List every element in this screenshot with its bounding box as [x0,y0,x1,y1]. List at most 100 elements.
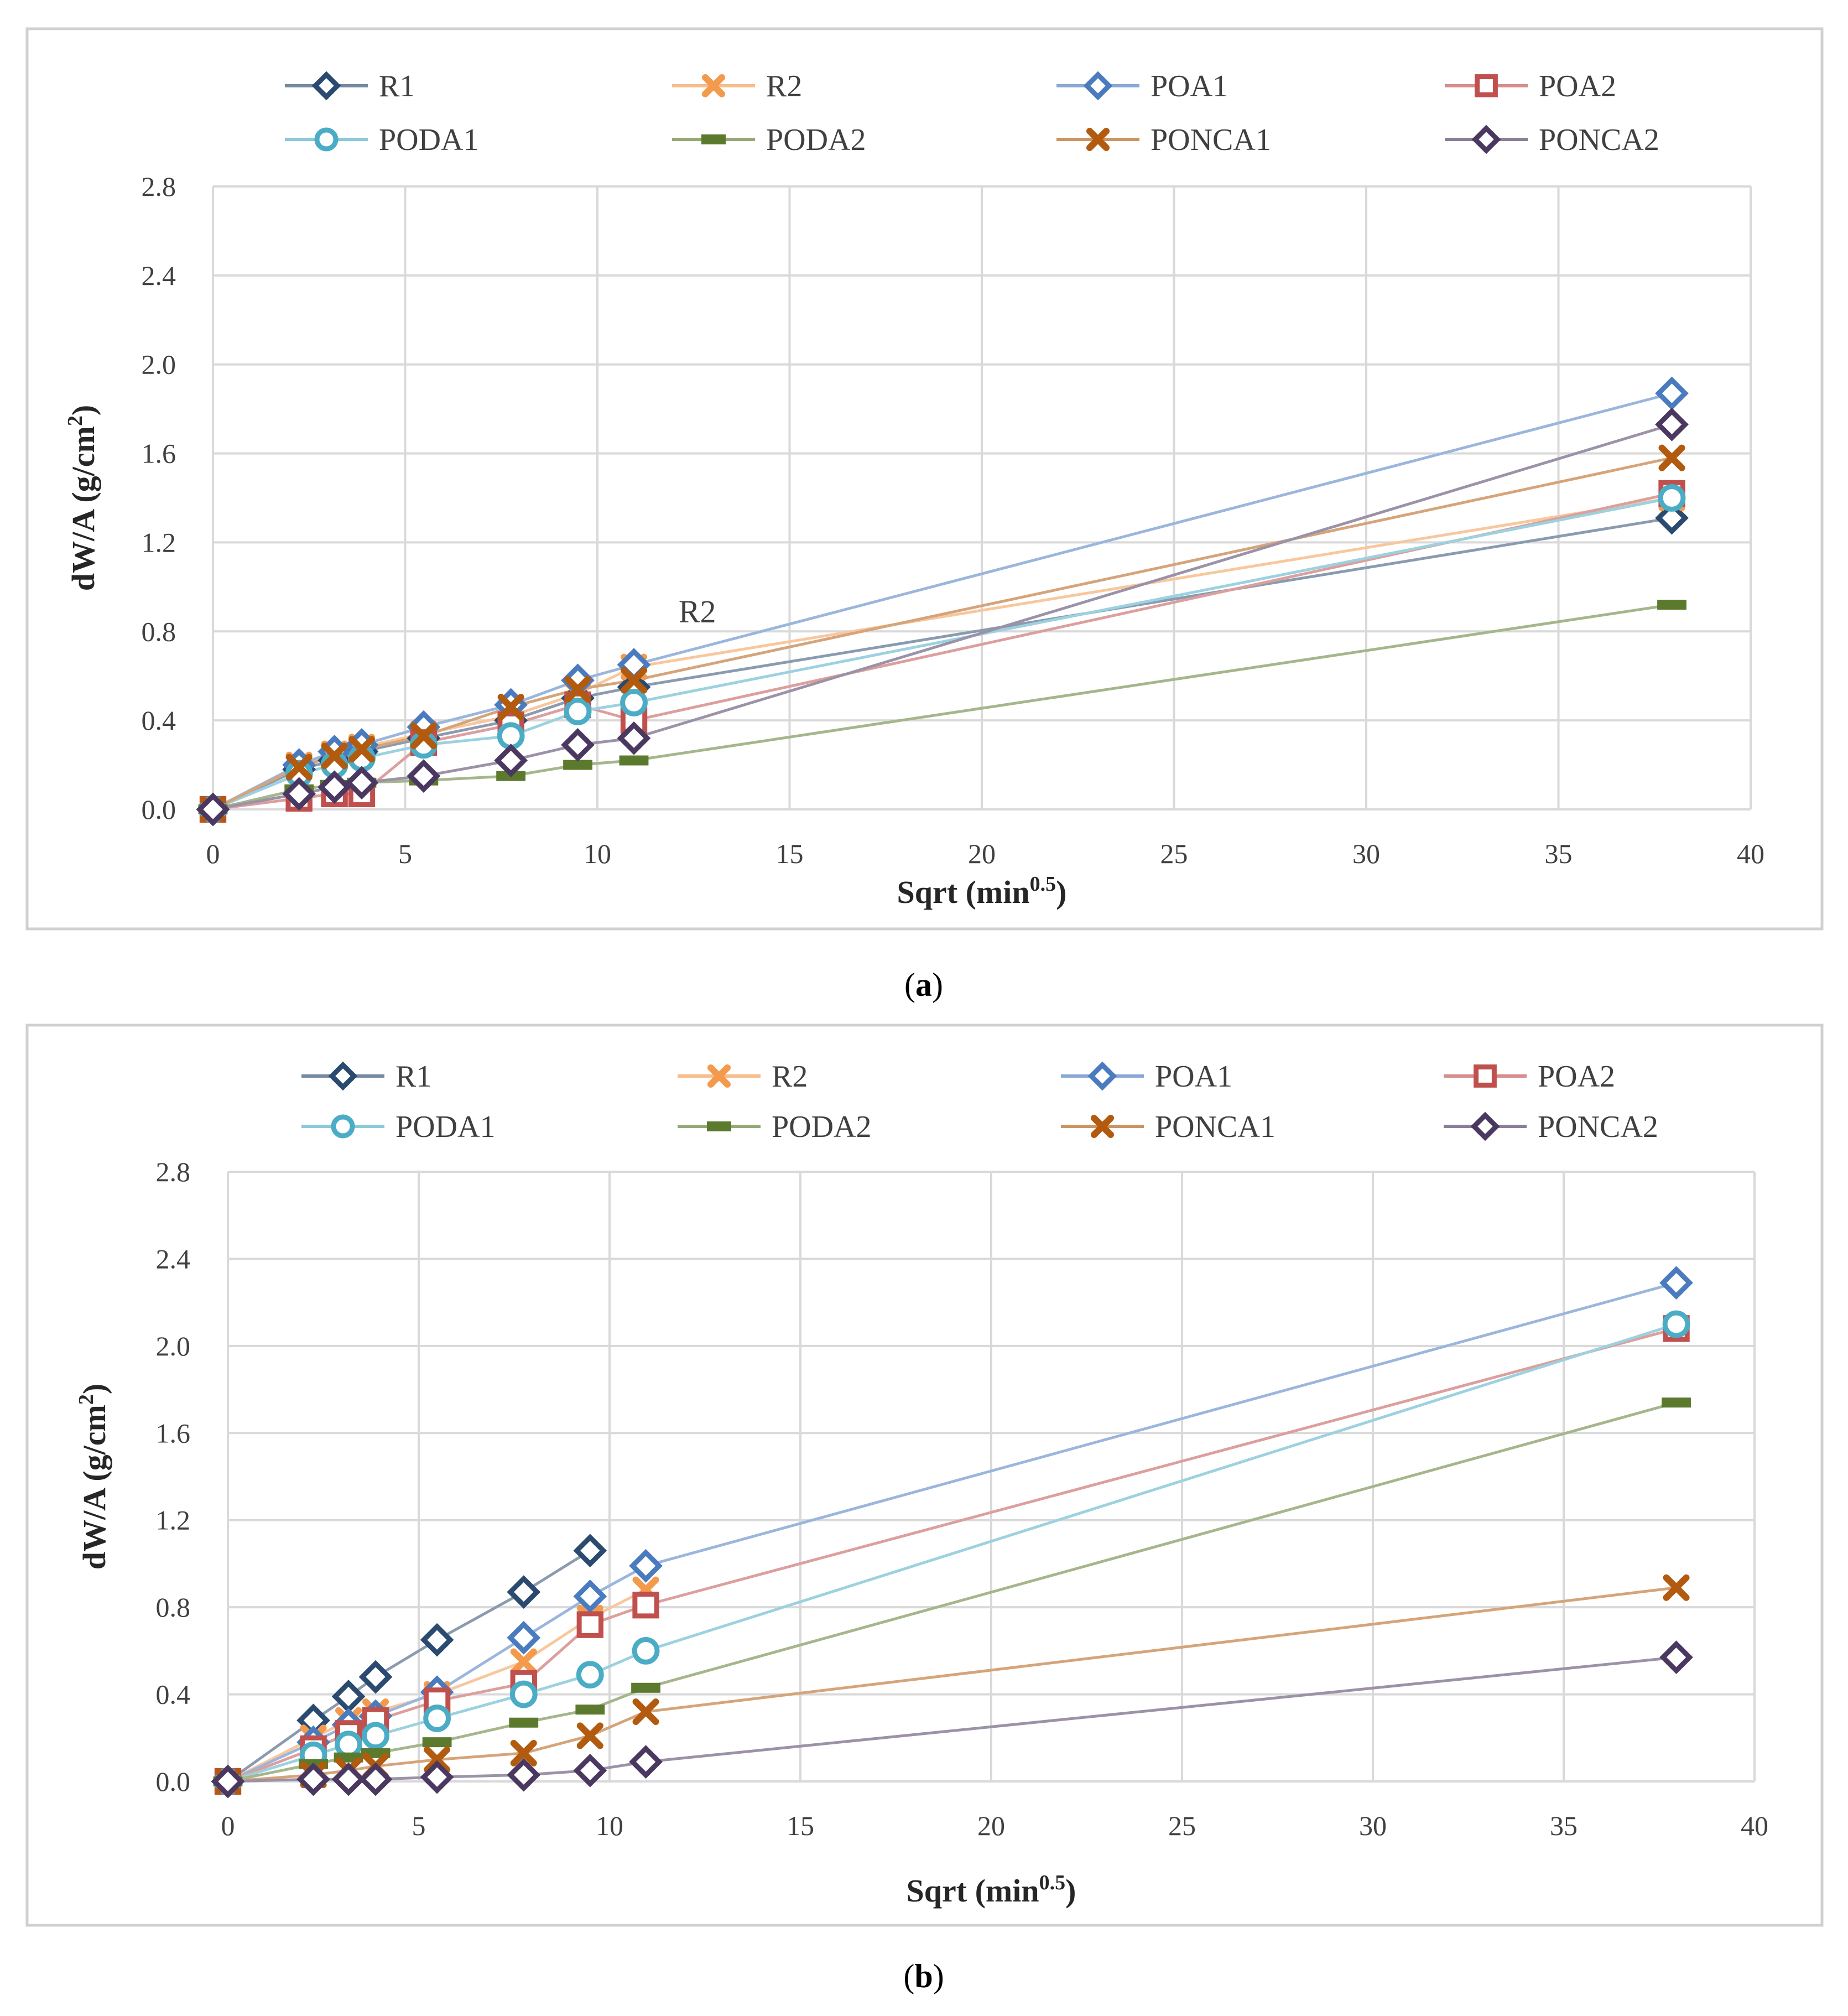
x-tick-label: 40 [1741,1810,1768,1841]
point-poda2 [563,760,592,770]
point-poa2 [632,1592,659,1619]
x-tick-label: 20 [977,1810,1005,1841]
point-poda1 [1662,1310,1690,1338]
data-annotation: R2 [679,594,716,630]
legend-item-r2: R2 [672,69,802,103]
panel-a-chart: 0.0 0.4 0.8 1.2 1.6 2.0 2.4 2.8 0 5 10 15 20 25 30 35 40… [64,69,1764,910]
x-tick-label: 35 [1545,838,1573,869]
y-tick-label: 0.4 [156,1679,191,1710]
point-ponca1 [510,1739,537,1766]
y-axis-title: dW/A (g/cm2) [64,405,101,591]
point-poa1 [629,1549,663,1583]
point-ponca1 [410,723,437,750]
point-ponca2 [296,1762,330,1796]
point-ponca1 [424,1746,451,1773]
point-ponca1 [497,694,524,721]
legend-label: PODA2 [766,123,866,157]
point-poda1 [509,1680,538,1708]
x-tick-label: 15 [776,838,804,869]
x-tick-label: 30 [1352,838,1380,869]
legend-item-poa2: POA2 [1445,69,1616,103]
point-poa1 [507,1620,541,1655]
x-tick-label: 35 [1550,1810,1578,1841]
legend-marker [1091,1115,1114,1138]
series-markers [196,376,1689,827]
point-ponca2 [494,744,528,777]
point-ponca1 [348,736,375,763]
point-ponca2 [317,770,351,804]
x-axis-title: Sqrt (min0.5) [897,872,1067,910]
point-ponca1 [576,1722,603,1749]
legend-marker [707,1064,731,1088]
x-tick-label: 30 [1359,1810,1387,1841]
legend-item-ponca2: PONCA2 [1444,1110,1658,1144]
legend: R1 R2 POA1 POA2 PODA1 PODA2 PONCA1 PONCA2 [285,69,1659,157]
x-tick-label: 25 [1160,838,1188,869]
y-tick-label: 0.0 [142,794,176,825]
x-tick-label: 10 [584,838,611,869]
point-poda2 [422,1737,452,1748]
x-axis-title: Sqrt (min0.5) [907,1871,1076,1909]
point-poda2 [1662,1397,1691,1408]
legend-marker [1086,128,1110,151]
x-tick-label: 5 [398,838,412,869]
legend-label: PODA1 [395,1110,495,1144]
legend-label: POA2 [1538,1059,1615,1094]
legend-marker [701,134,726,144]
point-ponca2 [629,1745,663,1779]
panel-b-chart: 0.0 0.4 0.8 1.2 1.6 2.0 2.4 2.8 0 5 10 15 20 25 30 35 40… [75,1059,1768,1909]
x-tick-label: 0 [221,1810,235,1841]
y-tick-label: 2.8 [156,1156,191,1187]
x-tick-label: 0 [206,838,220,869]
legend-item-ponca2: PONCA2 [1445,123,1659,157]
point-ponca2 [331,1762,366,1796]
legend-label: PODA1 [379,123,478,157]
point-ponca1 [321,742,348,770]
x-tick-label: 15 [787,1810,814,1841]
point-poda2 [575,1705,605,1715]
y-tick-label: 1.2 [156,1505,191,1536]
y-tick-label: 2.0 [142,349,176,380]
legend-item-poda2: PODA2 [678,1110,871,1144]
legend-item-ponca1: PONCA1 [1061,1110,1276,1144]
y-tick-label: 0.4 [142,705,176,736]
panel-b-frame [25,1023,1824,1927]
legend-marker [1087,1061,1117,1091]
x-tick-label: 25 [1168,1810,1196,1841]
point-poda1 [362,1722,389,1750]
legend-label: POA1 [1151,69,1228,103]
point-ponca2 [196,792,230,827]
x-tick-label: 10 [596,1810,623,1841]
point-ponca2 [420,1760,454,1794]
legend-label: POA1 [1155,1059,1232,1094]
point-ponca2 [211,1764,245,1799]
y-tick-label: 0.8 [142,616,176,647]
point-poda2 [1657,600,1686,610]
point-ponca2 [345,766,379,800]
point-poda1 [564,698,592,725]
point-ponca1 [1658,444,1685,471]
legend-item-r1: R1 [301,1059,431,1094]
x-tick-label: 40 [1737,838,1764,869]
point-poda1 [620,689,648,716]
point-poda1 [335,1731,362,1758]
point-ponca2 [561,728,595,762]
gridlines [227,1171,1756,1783]
point-ponca2 [1659,1640,1693,1675]
legend: R1 R2 POA1 POA2 PODA1 PODA2 PONCA1 PONCA2 [301,1059,1658,1144]
legend-marker [1470,1111,1500,1141]
point-ponca2 [1655,407,1689,441]
legend-label: R2 [766,69,802,103]
point-poa1 [573,1579,607,1613]
legend-item-poda1: PODA1 [301,1110,495,1144]
legend-marker [311,71,341,101]
legend-label: R2 [772,1059,808,1094]
point-poda1 [1658,484,1686,512]
point-poa1 [1655,376,1689,411]
y-axis-title: dW/A (g/cm2) [75,1384,112,1570]
series-markers [211,1266,1693,1799]
point-r1 [573,1534,607,1568]
point-ponca1 [1663,1574,1690,1601]
point-r2 [510,1648,537,1675]
